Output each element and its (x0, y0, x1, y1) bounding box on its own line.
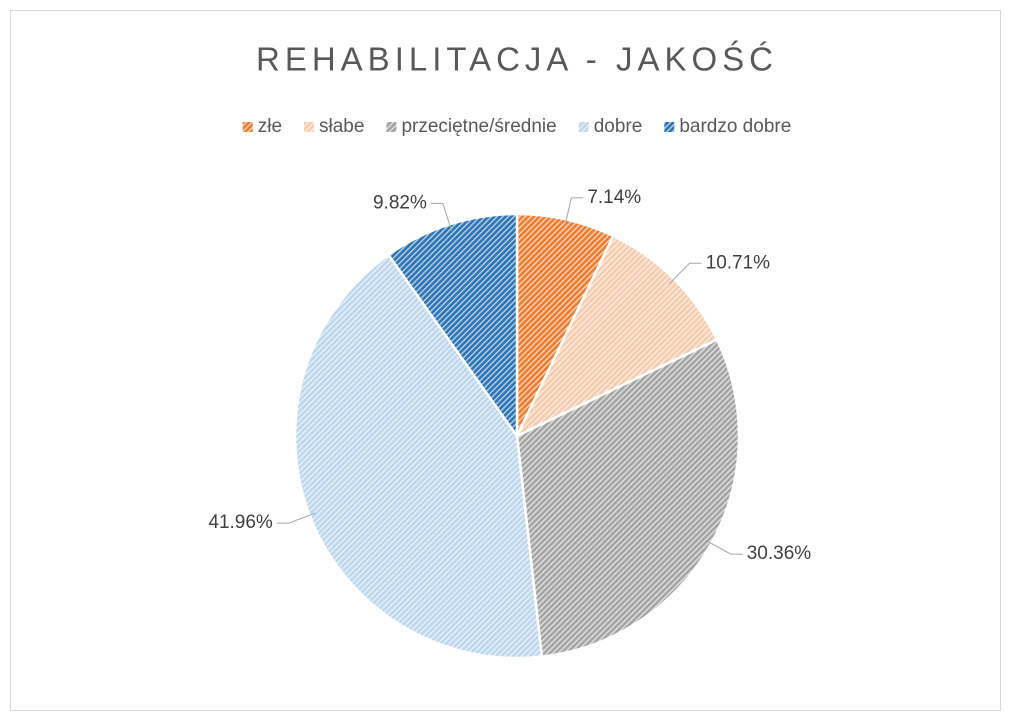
legend-label: słabe (319, 116, 364, 137)
legend-label: złe (258, 116, 282, 137)
data-label: 7.14% (587, 187, 641, 208)
data-label: 30.36% (747, 543, 812, 564)
legend-swatch (304, 122, 315, 132)
legend-label: bardzo dobre (679, 116, 791, 137)
leader-line (705, 539, 743, 555)
legend-swatch (242, 122, 253, 132)
chart-title: REHABILITACJA - JAKOŚĆ (256, 40, 778, 78)
legend-swatch (578, 122, 589, 132)
legend-swatch (386, 122, 397, 132)
data-label: 10.71% (706, 252, 771, 273)
leader-line (668, 262, 702, 285)
leader-line (564, 197, 584, 227)
legend-label: dobre (594, 116, 643, 137)
data-label: 41.96% (208, 512, 273, 533)
legend-swatch (664, 122, 675, 132)
data-label: 9.82% (373, 192, 427, 213)
leader-line (430, 202, 453, 231)
leader-line (276, 512, 316, 524)
legend-label: przeciętne/średnie (401, 116, 556, 137)
